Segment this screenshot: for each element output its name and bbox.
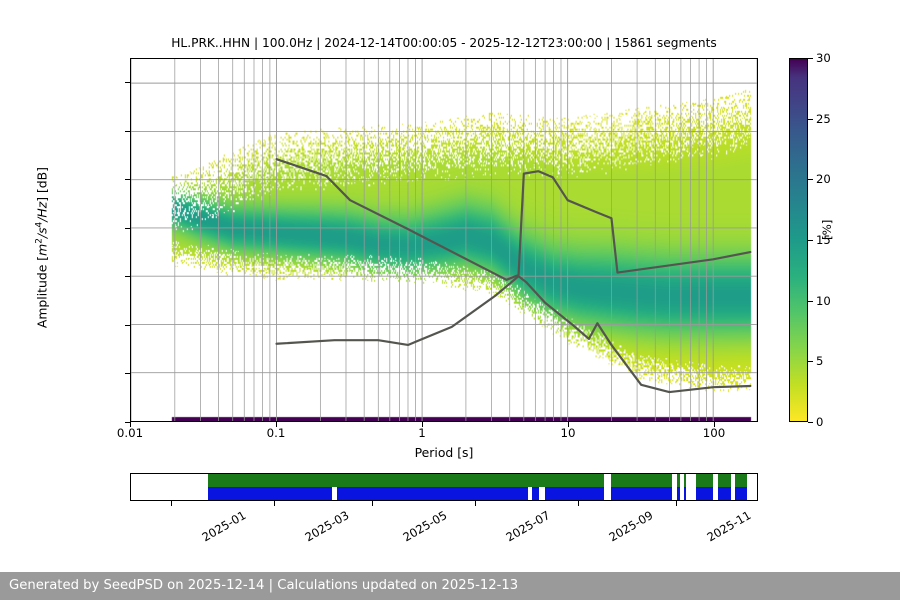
timeline-segment-green xyxy=(717,474,732,487)
y-tick-mark xyxy=(125,373,130,375)
psd-density-heatmap xyxy=(131,59,757,421)
timeline-segment-green xyxy=(207,474,604,487)
timeline-segment-blue xyxy=(545,487,604,500)
x-tick-mark xyxy=(130,422,131,427)
colorbar-tick-mark xyxy=(808,118,813,120)
colorbar-tick-mark xyxy=(808,58,813,59)
footer-text: Generated by SeedPSD on 2025-12-14 | Cal… xyxy=(9,578,519,593)
timeline-segment-blue xyxy=(336,487,528,500)
colorbar-tick-mark xyxy=(808,240,813,241)
colorbar-tick-label: 30 xyxy=(816,51,831,65)
colorbar-tick-label: 5 xyxy=(816,354,824,369)
colorbar-tick-label: 10 xyxy=(816,293,831,308)
timeline-tick-label: 2025-05 xyxy=(400,508,450,545)
x-tick-mark xyxy=(568,422,570,427)
timeline-tick-label: 2025-09 xyxy=(606,508,656,545)
colorbar-tick-label: 20 xyxy=(816,172,831,187)
colorbar xyxy=(789,58,808,422)
timeline-tick-mark xyxy=(274,501,276,506)
y-tick-mark xyxy=(125,324,130,326)
colorbar-tick-mark xyxy=(808,422,813,423)
x-axis-label: Period [s] xyxy=(414,445,474,460)
timeline-segment-blue xyxy=(695,487,714,500)
ppsd-plot-area[interactable] xyxy=(130,58,758,422)
x-tick-label: 10 xyxy=(560,426,576,440)
x-tick-mark xyxy=(276,422,277,427)
colorbar-tick-mark xyxy=(808,179,813,181)
y-tick-mark xyxy=(125,130,130,132)
y-tick-mark xyxy=(125,179,130,181)
timeline-segment-blue xyxy=(207,487,333,500)
timeline-tick-label: 2025-03 xyxy=(302,508,352,545)
timeline-tick-mark xyxy=(171,501,173,506)
timeline-segment-green xyxy=(735,474,748,487)
y-axis-label: Amplitude [m2/s4/Hz] [dB] xyxy=(34,88,49,408)
colorbar-tick-label: 0 xyxy=(816,415,824,429)
x-tick-label: 1 xyxy=(418,426,426,440)
timeline-segment-green xyxy=(610,474,673,487)
timeline-segment-blue xyxy=(532,487,540,500)
timeline-segment-blue xyxy=(610,487,673,500)
data-availability-timeline[interactable] xyxy=(130,473,758,501)
timeline-tick-mark xyxy=(475,501,477,506)
y-tick-mark xyxy=(125,227,130,229)
timeline-segment-blue xyxy=(735,487,748,500)
timeline-segment-green xyxy=(676,474,680,487)
colorbar-tick-mark xyxy=(808,300,813,302)
timeline-tick-mark xyxy=(578,501,580,506)
timeline-segment-blue xyxy=(717,487,732,500)
timeline-tick-label: 2025-01 xyxy=(199,508,249,545)
plot-gridlines xyxy=(131,59,757,421)
timeline-segment-blue xyxy=(683,487,687,500)
timeline-segment-blue xyxy=(676,487,680,500)
timeline-tick-mark xyxy=(676,501,678,506)
footer-bar xyxy=(0,572,900,600)
page-title: HL.PRK..HHN | 100.0Hz | 2024-12-14T00:00… xyxy=(171,36,717,50)
timeline-tick-label: 2025-07 xyxy=(503,508,553,545)
noise-model-curves xyxy=(275,158,752,394)
colorbar-tick-label: 15 xyxy=(816,233,831,247)
timeline-tick-label: 2025-11 xyxy=(704,508,754,545)
timeline-segment-green xyxy=(683,474,687,487)
x-tick-mark xyxy=(422,422,424,427)
y-tick-mark xyxy=(125,82,130,84)
timeline-segment-green xyxy=(695,474,714,487)
y-axis-label-text: Amplitude [m2/s4/Hz] [dB] xyxy=(34,166,50,329)
y-tick-mark xyxy=(125,422,130,423)
x-tick-label: 0.1 xyxy=(266,426,286,440)
x-tick-mark xyxy=(714,422,716,427)
colorbar-tick-label: 25 xyxy=(816,111,831,126)
y-tick-mark xyxy=(125,276,130,278)
x-tick-label: 100 xyxy=(702,426,726,440)
timeline-tick-mark xyxy=(372,501,374,506)
colorbar-tick-mark xyxy=(808,361,813,363)
x-tick-label: 0.01 xyxy=(116,426,144,440)
colorbar-label: [%] xyxy=(820,219,834,240)
